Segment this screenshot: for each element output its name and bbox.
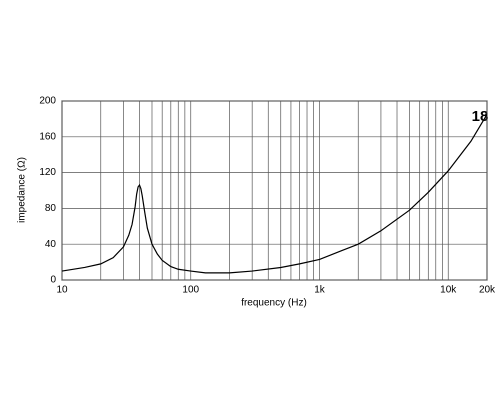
y-tick-label: 80	[45, 203, 57, 214]
impedance-curve	[61, 114, 488, 274]
y-axis-label: impedance (Ω)	[17, 157, 28, 223]
y-tick-label: 120	[39, 167, 56, 178]
y-tick-label: 200	[39, 96, 56, 107]
logo: 18	[472, 108, 489, 125]
x-tick-label: 100	[182, 285, 199, 296]
x-tick-label: 1k	[314, 285, 326, 296]
y-tick-label: 40	[45, 239, 57, 250]
x-tick-label: 10k	[440, 285, 457, 296]
y-tick-label: 160	[39, 131, 56, 142]
plot-frame	[61, 100, 488, 281]
y-tick-label: 0	[50, 275, 56, 286]
x-axis-label: frequency (Hz)	[241, 298, 307, 309]
x-tick-label: 20k	[479, 285, 496, 296]
x-tick-label: 10	[56, 285, 68, 296]
